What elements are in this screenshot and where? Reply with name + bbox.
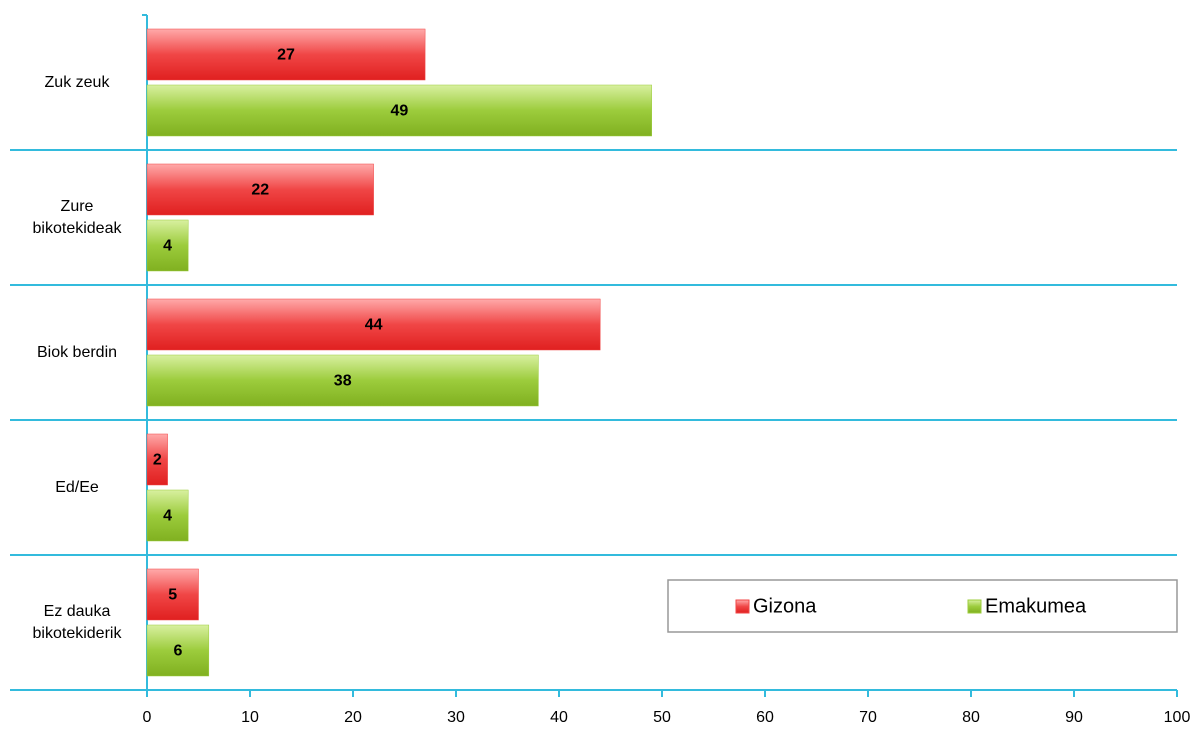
bar [146,568,199,621]
x-tick-label: 50 [653,709,671,726]
bar [146,219,189,272]
value-label: 5 [168,587,177,604]
x-tick-label: 20 [344,709,362,726]
x-tick-label: 40 [550,709,568,726]
x-tick-label: 60 [756,709,774,726]
legend-swatch [735,599,750,614]
value-label: 44 [365,317,383,334]
bar [146,28,426,81]
x-tick-label: 100 [1164,709,1191,726]
category-label: Ez dauka bikotekiderik [32,602,122,642]
legend-label: Emakumea [985,595,1087,617]
x-tick-label: 90 [1065,709,1083,726]
bar [146,84,652,137]
bar [146,433,168,486]
legend [667,579,1178,633]
bar [146,298,601,351]
value-label: 6 [173,643,182,660]
x-tick-label: 30 [447,709,465,726]
category-label: Biok berdin [36,343,118,361]
value-label: 4 [163,238,172,255]
category-label: Zuk zeuk [44,73,110,91]
legend-label: Gizona [753,595,817,617]
bar [146,624,210,677]
legend-swatch [967,599,982,614]
bar [146,489,189,542]
bar [146,354,539,407]
value-label: 49 [390,103,408,120]
category-label: Ed/Ee [55,478,99,496]
x-tick-label: 10 [241,709,259,726]
value-label: 22 [251,182,269,199]
value-label: 38 [334,373,352,390]
x-tick-label: 0 [143,709,152,726]
x-tick-label: 70 [859,709,877,726]
category-label: Zure bikotekideak [32,197,122,237]
bar [146,163,374,216]
value-label: 4 [163,508,172,525]
value-label: 2 [153,452,162,469]
value-label: 27 [277,47,295,64]
x-tick-label: 80 [962,709,980,726]
